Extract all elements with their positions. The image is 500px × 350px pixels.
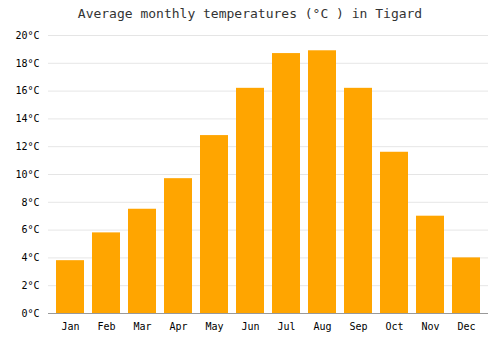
svg-text:8°C: 8°C bbox=[21, 197, 39, 208]
svg-text:Jan: Jan bbox=[61, 321, 79, 332]
svg-text:Nov: Nov bbox=[421, 321, 439, 332]
svg-text:Jul: Jul bbox=[277, 321, 295, 332]
svg-text:18°C: 18°C bbox=[15, 58, 39, 69]
svg-text:Jun: Jun bbox=[241, 321, 259, 332]
svg-text:Apr: Apr bbox=[169, 321, 187, 332]
svg-text:Aug: Aug bbox=[313, 321, 331, 332]
svg-text:4°C: 4°C bbox=[21, 252, 39, 263]
svg-text:6°C: 6°C bbox=[21, 224, 39, 235]
svg-text:16°C: 16°C bbox=[15, 85, 39, 96]
svg-text:20°C: 20°C bbox=[15, 30, 39, 41]
svg-text:2°C: 2°C bbox=[21, 280, 39, 291]
svg-text:Oct: Oct bbox=[385, 321, 403, 332]
svg-text:Dec: Dec bbox=[457, 321, 475, 332]
svg-text:14°C: 14°C bbox=[15, 113, 39, 124]
html-text:Average monthly temperatures (: Average monthly temperatures (°C ) in Ti… bbox=[77, 6, 423, 21]
svg-text:0°C: 0°C bbox=[21, 308, 39, 319]
svg-text:12°C: 12°C bbox=[15, 141, 39, 152]
svg-text:Mar: Mar bbox=[133, 321, 151, 332]
svg-text:Feb: Feb bbox=[97, 321, 115, 332]
svg-text:May: May bbox=[205, 321, 223, 332]
svg-text:10°C: 10°C bbox=[15, 169, 39, 180]
svg-text:Sep: Sep bbox=[349, 321, 367, 332]
